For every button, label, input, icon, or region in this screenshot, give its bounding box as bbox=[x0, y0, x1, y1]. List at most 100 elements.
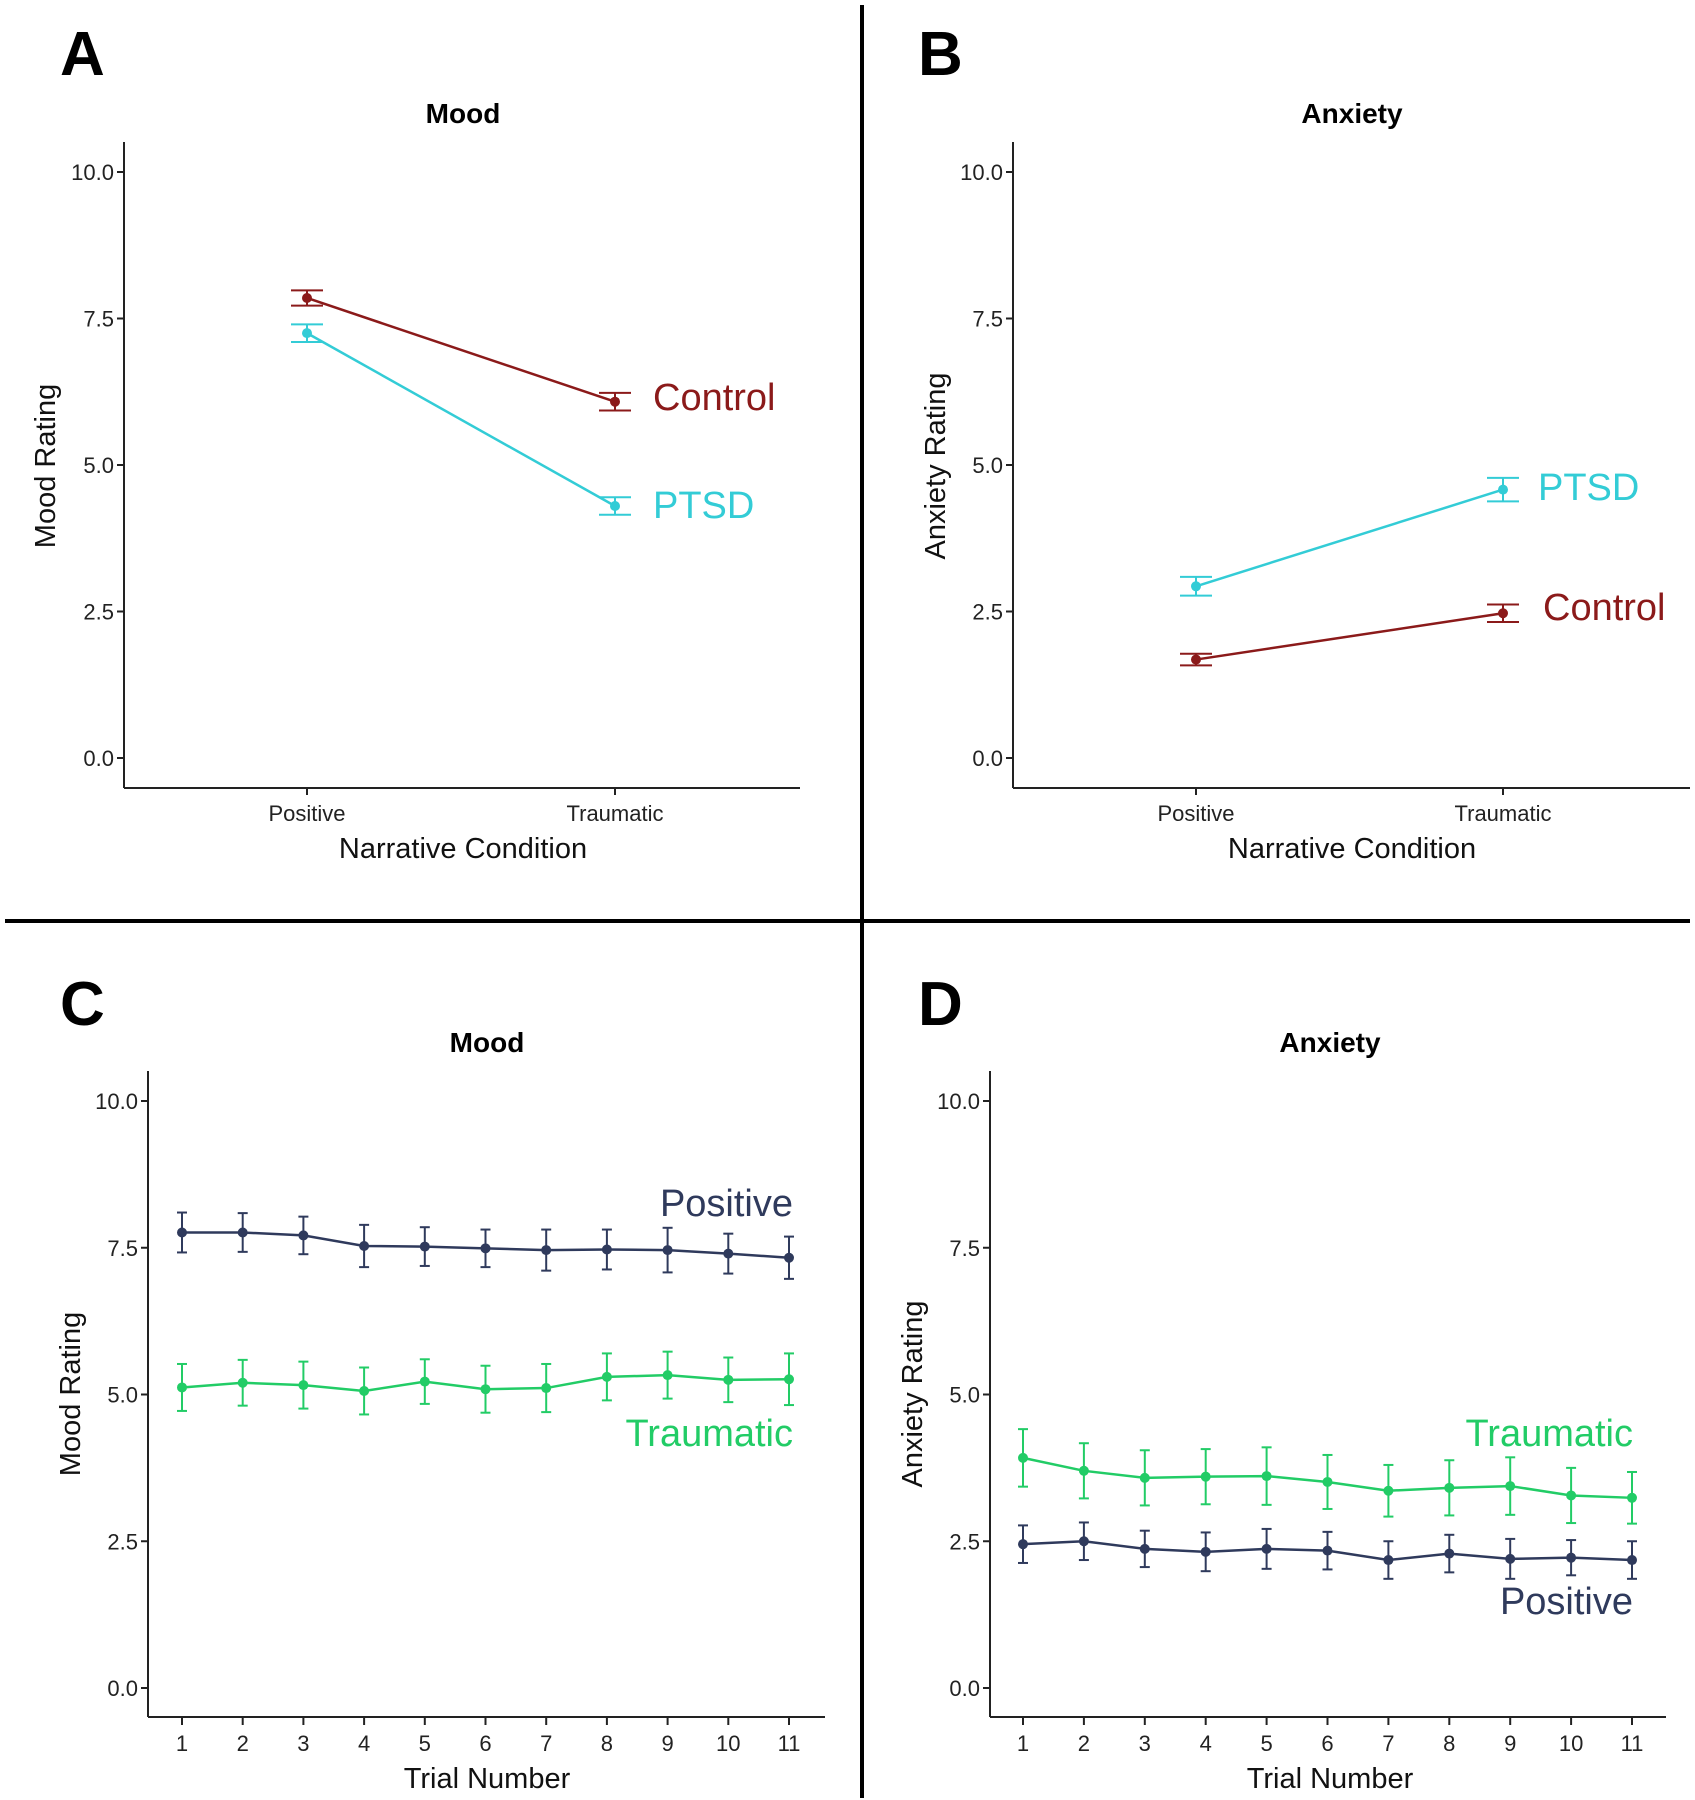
x-tick-label: 3 bbox=[1139, 1731, 1151, 1756]
panel-a: A Mood 0.0 2.5 5.0 7.5 10.0 Positive Traumati… bbox=[30, 20, 800, 865]
data-point bbox=[480, 1384, 491, 1395]
data-point bbox=[1505, 1481, 1516, 1492]
y-axis: 0.0 2.5 5.0 7.5 10.0 bbox=[960, 142, 1014, 788]
x-tick-label: 2 bbox=[237, 1731, 249, 1756]
y-axis: 0.0 2.5 5.0 7.5 10.0 bbox=[71, 142, 125, 788]
x-axis: 1 2 3 4 5 6 7 8 9 10 11 bbox=[148, 1716, 825, 1756]
series-line bbox=[1195, 488, 1504, 588]
y-tick-label: 0.0 bbox=[949, 1676, 980, 1701]
plot-area bbox=[177, 1211, 794, 1416]
x-tick-label: 9 bbox=[661, 1731, 673, 1756]
x-tick-label: Traumatic bbox=[1455, 801, 1552, 826]
plot-area bbox=[1018, 1428, 1637, 1580]
series-label-traumatic: Traumatic bbox=[625, 1413, 793, 1455]
y-tick-label: 2.5 bbox=[107, 1529, 138, 1554]
data-point bbox=[1498, 484, 1508, 495]
x-axis: Positive Traumatic bbox=[124, 787, 800, 826]
x-tick-label: 1 bbox=[176, 1731, 188, 1756]
data-point bbox=[1261, 1471, 1272, 1482]
series-line bbox=[306, 332, 616, 508]
y-axis-title: Mood Rating bbox=[55, 1312, 87, 1476]
y-tick-label: 0.0 bbox=[972, 746, 1003, 771]
data-point bbox=[480, 1243, 491, 1254]
chart-title: Mood bbox=[426, 98, 501, 129]
x-tick-label: 2 bbox=[1078, 1731, 1090, 1756]
data-point bbox=[1139, 1472, 1150, 1483]
data-point bbox=[541, 1245, 552, 1256]
x-tick-label: 1 bbox=[1017, 1731, 1029, 1756]
series-line bbox=[1195, 612, 1504, 661]
series-label-positive: Positive bbox=[660, 1183, 793, 1225]
x-tick-label: 11 bbox=[778, 1731, 801, 1756]
panel-b: B Anxiety 0.0 2.5 5.0 7.5 10.0 Positive Traum… bbox=[918, 20, 1690, 865]
data-point bbox=[1383, 1555, 1394, 1566]
panel-letter-b: B bbox=[918, 20, 963, 89]
y-tick-label: 10.0 bbox=[71, 160, 114, 185]
data-point bbox=[1018, 1539, 1028, 1550]
y-tick-label: 5.0 bbox=[83, 453, 114, 478]
plot-area bbox=[1180, 476, 1519, 667]
y-tick-label: 10.0 bbox=[960, 160, 1003, 185]
y-axis-title: Mood Rating bbox=[30, 384, 62, 548]
data-point bbox=[784, 1374, 794, 1385]
data-point bbox=[359, 1240, 370, 1251]
y-tick-label: 5.0 bbox=[949, 1383, 980, 1408]
series-line bbox=[306, 296, 616, 403]
data-point bbox=[784, 1252, 794, 1263]
data-point bbox=[1200, 1471, 1211, 1482]
x-axis-title: Trial Number bbox=[404, 1763, 571, 1795]
x-axis: Positive Traumatic bbox=[1013, 787, 1690, 826]
x-tick-label: 7 bbox=[1382, 1731, 1394, 1756]
data-point bbox=[662, 1245, 673, 1256]
data-point bbox=[359, 1385, 370, 1396]
plot-area bbox=[291, 289, 631, 516]
y-tick-label: 10.0 bbox=[95, 1089, 138, 1114]
x-tick-label: 7 bbox=[540, 1731, 552, 1756]
data-point bbox=[1018, 1452, 1028, 1463]
data-point bbox=[1383, 1485, 1394, 1496]
x-tick-label: 8 bbox=[601, 1731, 613, 1756]
y-axis: 0.0 2.5 5.0 7.5 10.0 bbox=[95, 1071, 149, 1717]
x-tick-label: 5 bbox=[1260, 1731, 1272, 1756]
data-point bbox=[1505, 1553, 1516, 1564]
x-tick-label: 10 bbox=[1559, 1731, 1583, 1756]
x-tick-label: 3 bbox=[297, 1731, 309, 1756]
data-point bbox=[419, 1376, 430, 1387]
x-tick-label: Traumatic bbox=[567, 801, 664, 826]
chart-title: Anxiety bbox=[1279, 1027, 1381, 1058]
panel-letter-c: C bbox=[60, 970, 105, 1039]
y-axis: 0.0 2.5 5.0 7.5 10.0 bbox=[937, 1071, 991, 1717]
data-point bbox=[610, 501, 620, 512]
y-tick-label: 2.5 bbox=[972, 600, 1003, 625]
series-label-positive: Positive bbox=[1500, 1581, 1633, 1623]
series-positive bbox=[1018, 1521, 1637, 1580]
data-point bbox=[1498, 608, 1508, 619]
data-point bbox=[302, 328, 312, 339]
panel-c: C Mood 0.0 2.5 5.0 7.5 10.0 1 2 3 4 5 6 7 8 9 10 11 Tr… bbox=[55, 970, 825, 1795]
x-tick-label: Positive bbox=[268, 801, 345, 826]
y-tick-label: 2.5 bbox=[83, 600, 114, 625]
x-tick-label: 10 bbox=[716, 1731, 740, 1756]
series-label-ptsd: PTSD bbox=[653, 485, 754, 527]
data-point bbox=[1261, 1543, 1272, 1554]
data-point bbox=[1191, 654, 1201, 665]
data-point bbox=[237, 1227, 248, 1238]
series-control bbox=[291, 289, 631, 412]
y-tick-label: 7.5 bbox=[83, 307, 114, 332]
series-ptsd bbox=[291, 323, 631, 516]
data-point bbox=[1191, 581, 1201, 592]
data-point bbox=[1444, 1548, 1455, 1559]
series-label-traumatic: Traumatic bbox=[1465, 1413, 1633, 1455]
y-tick-label: 5.0 bbox=[972, 453, 1003, 478]
data-point bbox=[1566, 1490, 1577, 1501]
y-axis-title: Anxiety Rating bbox=[897, 1301, 929, 1488]
data-point bbox=[1322, 1545, 1333, 1556]
data-point bbox=[1078, 1536, 1089, 1547]
series-positive bbox=[177, 1211, 794, 1280]
chart-title: Anxiety bbox=[1301, 98, 1403, 129]
y-tick-label: 2.5 bbox=[949, 1529, 980, 1554]
data-point bbox=[723, 1248, 734, 1259]
data-point bbox=[723, 1374, 734, 1385]
x-tick-label: 11 bbox=[1621, 1731, 1644, 1756]
